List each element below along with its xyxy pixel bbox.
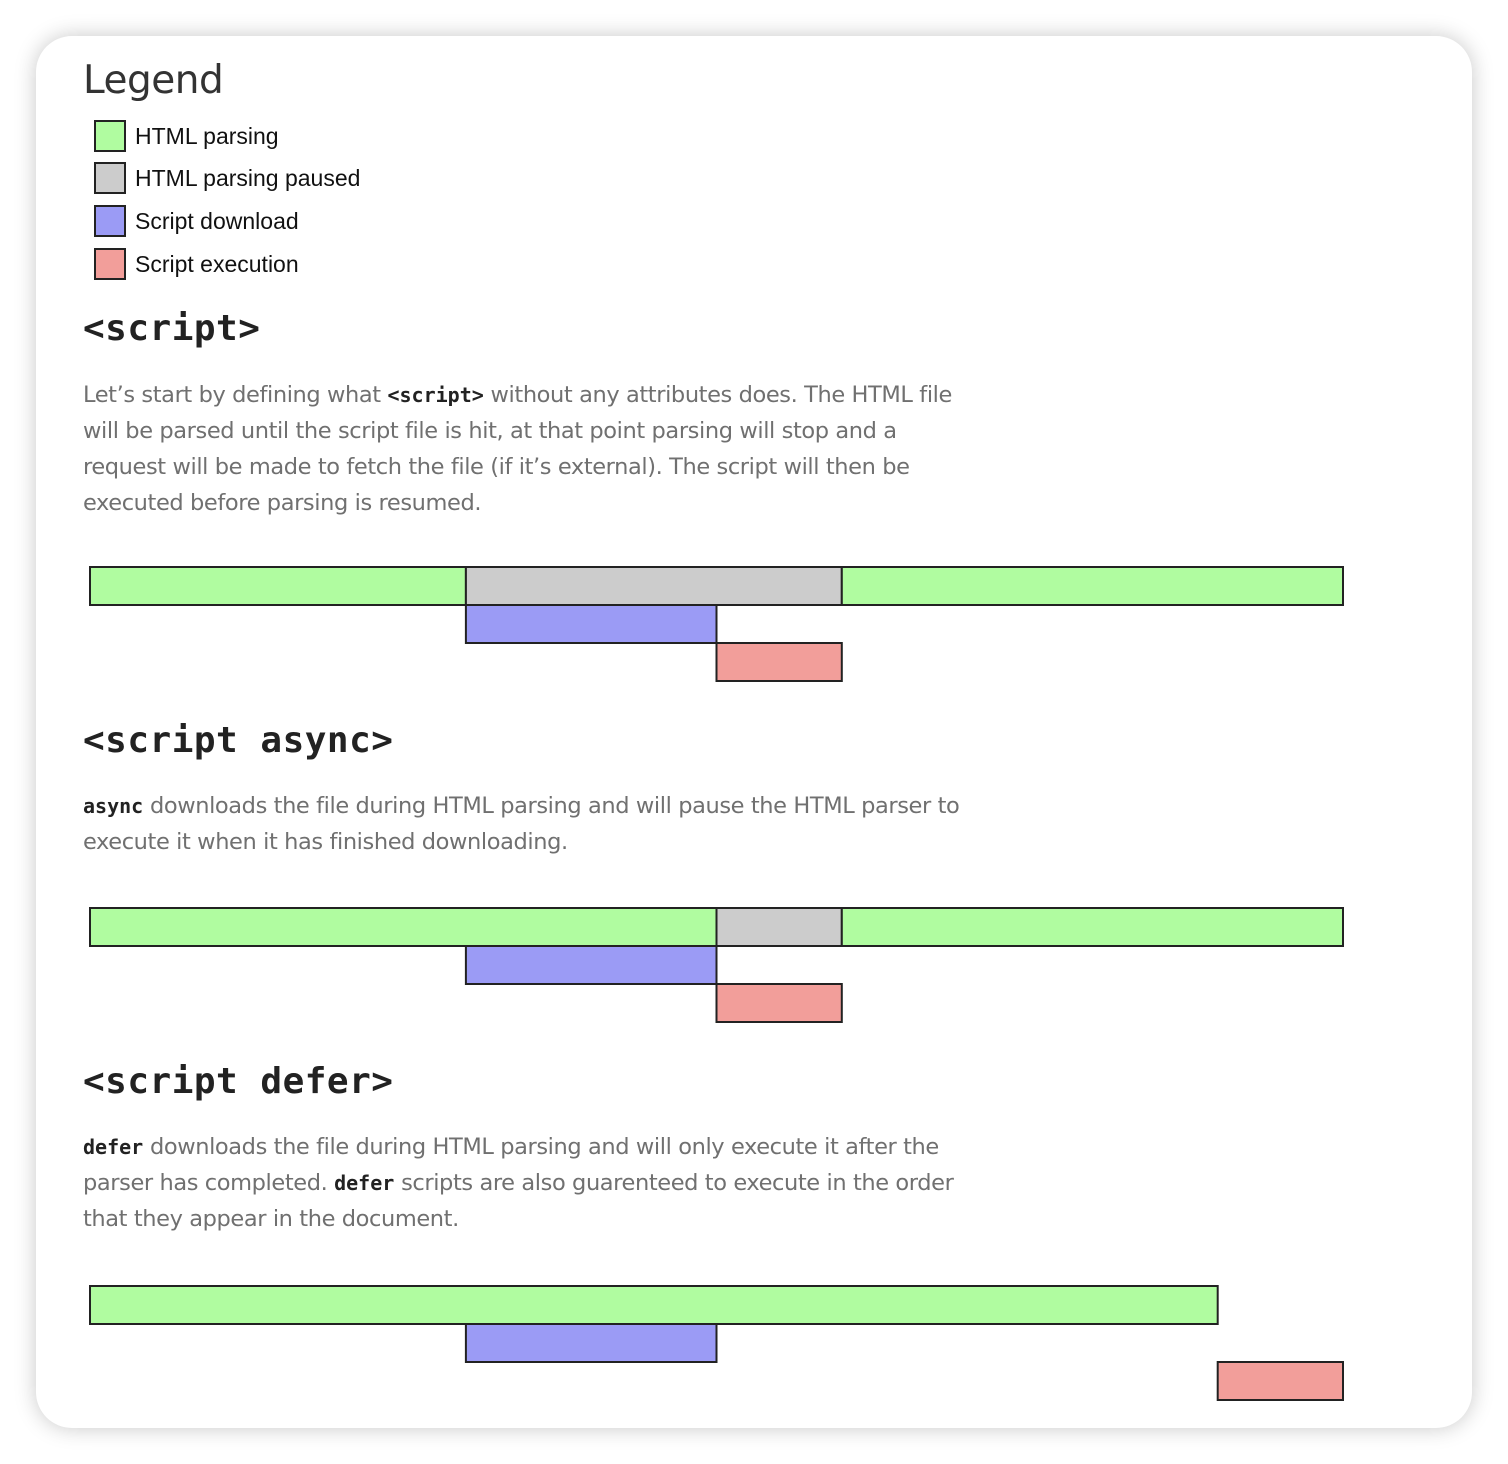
content-card: Legend HTML parsing HTML parsing paused …: [36, 36, 1472, 1428]
section-heading-script-defer: <script defer>: [83, 1061, 394, 1102]
timeline-bar-script-download: [464, 604, 718, 644]
timeline-bar-html-parsing-paused: [464, 566, 843, 606]
legend-title: Legend: [83, 58, 224, 103]
timeline-bar-html-parsing: [89, 1285, 1219, 1325]
timeline-bar-script-execution: [715, 642, 843, 682]
legend-swatch-red: [94, 248, 126, 280]
timeline-bar-html-parsing: [840, 907, 1344, 947]
legend-label: HTML parsing: [135, 122, 279, 149]
legend-item-script-download: Script download: [94, 203, 299, 239]
legend-label: Script execution: [135, 250, 299, 277]
legend-swatch-gray: [94, 162, 126, 194]
timeline-diagram-async: [89, 907, 1344, 1023]
timeline-bar-script-download: [464, 1323, 718, 1363]
legend-swatch-green: [94, 120, 126, 152]
section-heading-script-async: <script async>: [83, 720, 394, 761]
timeline-bar-script-execution: [1216, 1361, 1344, 1401]
section-description-async: async downloads the file during HTML par…: [83, 793, 960, 855]
timeline-bar-script-download: [464, 945, 718, 985]
section-heading-script: <script>: [83, 308, 261, 349]
section-description-script: Let’s start by defining what <script> wi…: [83, 382, 952, 516]
legend-label: Script download: [135, 207, 299, 234]
legend-label: HTML parsing paused: [135, 164, 361, 191]
legend-swatch-blue: [94, 205, 126, 237]
timeline-bar-html-parsing: [840, 566, 1344, 606]
code-keyword: <script>: [387, 383, 484, 407]
section-description-defer: defer downloads the file during HTML par…: [83, 1134, 954, 1232]
code-keyword: defer: [83, 1135, 144, 1159]
code-keyword: async: [83, 794, 144, 818]
timeline-bar-html-parsing: [89, 907, 718, 947]
timeline-bar-html-parsing-paused: [715, 907, 843, 947]
legend-item-html-parsing-paused: HTML parsing paused: [94, 160, 360, 196]
code-keyword: defer: [334, 1171, 395, 1195]
timeline-diagram-defer: [89, 1285, 1344, 1401]
timeline-bar-html-parsing: [89, 566, 467, 606]
timeline-diagram-script: [89, 566, 1344, 682]
timeline-bar-script-execution: [715, 983, 843, 1023]
legend-item-html-parsing: HTML parsing: [94, 118, 279, 154]
legend-item-script-execution: Script execution: [94, 246, 299, 282]
